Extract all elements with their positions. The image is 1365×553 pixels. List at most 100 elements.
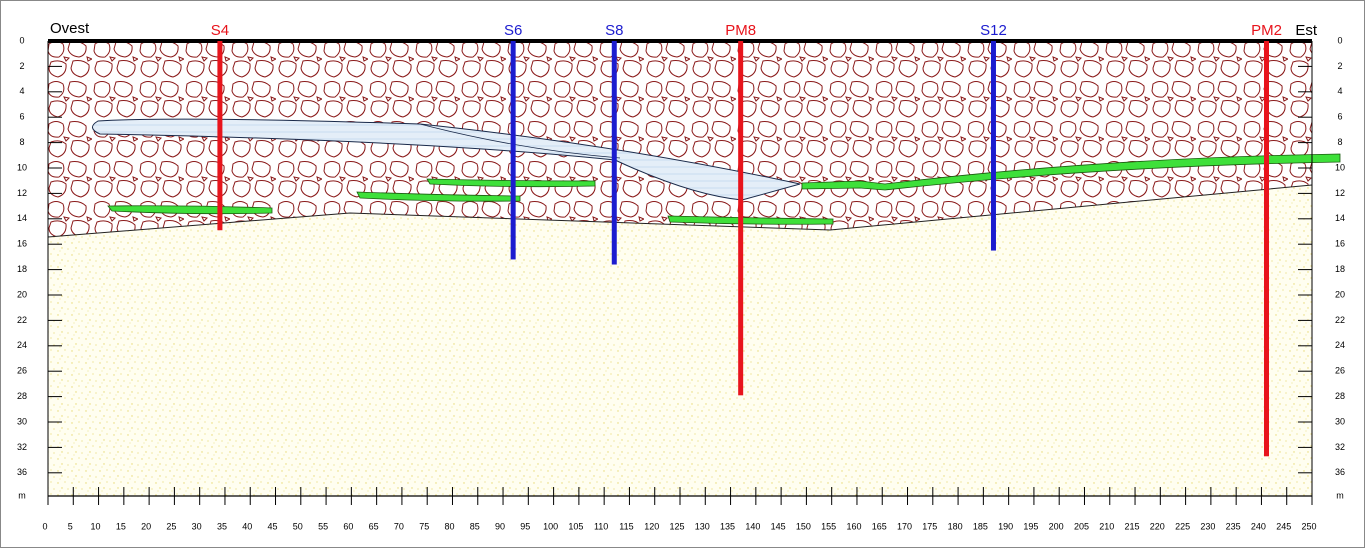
sand-lenses bbox=[107, 153, 1341, 225]
x-tick-label: 140 bbox=[745, 521, 760, 531]
x-tick-label: 75 bbox=[419, 521, 429, 531]
x-tick-label: 35 bbox=[217, 521, 227, 531]
depth-label-right: 18 bbox=[1335, 264, 1345, 274]
x-tick-label: 150 bbox=[796, 521, 811, 531]
x-tick-label: 70 bbox=[394, 521, 404, 531]
depth-label-right: 12 bbox=[1335, 188, 1345, 198]
depth-label-left: 22 bbox=[17, 315, 27, 325]
x-tick-label: 200 bbox=[1049, 521, 1064, 531]
depth-label-right: 4 bbox=[1337, 86, 1342, 96]
unit-label-right: m bbox=[1336, 490, 1344, 500]
west-label: Ovest bbox=[50, 20, 90, 37]
x-tick-label: 50 bbox=[293, 521, 303, 531]
x-tick-label: 250 bbox=[1301, 521, 1316, 531]
x-tick-label: 40 bbox=[242, 521, 252, 531]
x-tick-label: 65 bbox=[369, 521, 379, 531]
x-tick-label: 100 bbox=[543, 521, 558, 531]
depth-label-left: 36 bbox=[17, 467, 27, 477]
x-tick-label: 130 bbox=[695, 521, 710, 531]
borehole-label: PM2 bbox=[1251, 22, 1282, 39]
depth-label-left: 30 bbox=[17, 416, 27, 426]
depth-label-right: 36 bbox=[1335, 467, 1345, 477]
depth-label-right: 26 bbox=[1335, 366, 1345, 376]
depth-label-right: 28 bbox=[1335, 391, 1345, 401]
x-tick-label: 20 bbox=[141, 521, 151, 531]
x-tick-label: 25 bbox=[166, 521, 176, 531]
x-tick-label: 95 bbox=[520, 521, 530, 531]
x-tick-label: 15 bbox=[116, 521, 126, 531]
depth-label-right: 14 bbox=[1335, 213, 1345, 223]
depth-label-right: 32 bbox=[1335, 442, 1345, 452]
depth-label-left: 16 bbox=[17, 239, 27, 249]
depth-label-left: 26 bbox=[17, 366, 27, 376]
depth-label-right: 20 bbox=[1335, 289, 1345, 299]
x-tick-label: 135 bbox=[720, 521, 735, 531]
depth-label-left: 10 bbox=[17, 162, 27, 172]
depth-label-right: 24 bbox=[1335, 340, 1345, 350]
east-label: Est bbox=[1295, 22, 1318, 39]
depth-label-left: 20 bbox=[17, 289, 27, 299]
depth-label-left: 24 bbox=[17, 340, 27, 350]
x-tick-label: 30 bbox=[192, 521, 202, 531]
depth-label-left: 0 bbox=[19, 35, 24, 45]
borehole bbox=[611, 41, 617, 265]
borehole-label: S6 bbox=[504, 22, 522, 39]
borehole bbox=[510, 41, 516, 260]
x-tick-label: 120 bbox=[644, 521, 659, 531]
depth-label-left: 14 bbox=[17, 213, 27, 223]
x-tick-label: 45 bbox=[268, 521, 278, 531]
x-tick-label: 125 bbox=[669, 521, 684, 531]
x-tick-label: 195 bbox=[1023, 521, 1038, 531]
x-tick-label: 180 bbox=[948, 521, 963, 531]
depth-label-right: 0 bbox=[1337, 35, 1342, 45]
x-tick-label: 210 bbox=[1099, 521, 1114, 531]
borehole bbox=[217, 41, 223, 231]
x-tick-label: 185 bbox=[973, 521, 988, 531]
x-tick-label: 235 bbox=[1226, 521, 1241, 531]
x-tick-label: 205 bbox=[1074, 521, 1089, 531]
depth-label-right: 6 bbox=[1337, 112, 1342, 122]
x-tick-label: 90 bbox=[495, 521, 505, 531]
depth-label-right: 22 bbox=[1335, 315, 1345, 325]
borehole-label: PM8 bbox=[725, 22, 756, 39]
borehole-label: S8 bbox=[605, 22, 623, 39]
x-tick-label: 115 bbox=[619, 521, 633, 531]
depth-label-right: 16 bbox=[1335, 239, 1345, 249]
unit-label-left: m bbox=[18, 490, 26, 500]
depth-label-right: 30 bbox=[1335, 416, 1345, 426]
depth-label-left: 4 bbox=[19, 86, 24, 96]
depth-label-right: 8 bbox=[1337, 137, 1342, 147]
x-tick-label: 80 bbox=[444, 521, 454, 531]
x-tick-label: 145 bbox=[771, 521, 786, 531]
depth-label-left: 12 bbox=[17, 188, 27, 198]
x-tick-label: 230 bbox=[1200, 521, 1215, 531]
x-tick-label: 190 bbox=[998, 521, 1013, 531]
borehole bbox=[990, 41, 996, 251]
depth-label-left: 6 bbox=[19, 112, 24, 122]
x-tick-label: 175 bbox=[922, 521, 937, 531]
borehole bbox=[1263, 41, 1269, 457]
sand-layer bbox=[48, 185, 1312, 496]
clay-lens-line bbox=[419, 123, 621, 159]
x-tick-label: 165 bbox=[872, 521, 887, 531]
clay-lens bbox=[92, 118, 801, 201]
depth-label-right: 10 bbox=[1335, 162, 1345, 172]
borehole-label: S4 bbox=[211, 22, 229, 39]
x-tick-label: 215 bbox=[1125, 521, 1140, 531]
depth-label-left: 28 bbox=[17, 391, 27, 401]
x-tick-label: 5 bbox=[68, 521, 73, 531]
depth-label-left: 32 bbox=[17, 442, 27, 452]
x-tick-label: 60 bbox=[343, 521, 353, 531]
depth-label-left: 2 bbox=[19, 61, 24, 71]
x-tick-label: 170 bbox=[897, 521, 912, 531]
x-tick-label: 0 bbox=[42, 521, 47, 531]
gravel-layer bbox=[48, 41, 1312, 237]
x-tick-label: 110 bbox=[594, 521, 608, 531]
layer-boundary bbox=[47, 184, 1313, 238]
depth-label-left: 18 bbox=[17, 264, 27, 274]
borehole-label: S12 bbox=[980, 22, 1007, 39]
x-tick-label: 245 bbox=[1276, 521, 1291, 531]
depth-label-right: 2 bbox=[1337, 61, 1342, 71]
borehole bbox=[738, 41, 744, 396]
